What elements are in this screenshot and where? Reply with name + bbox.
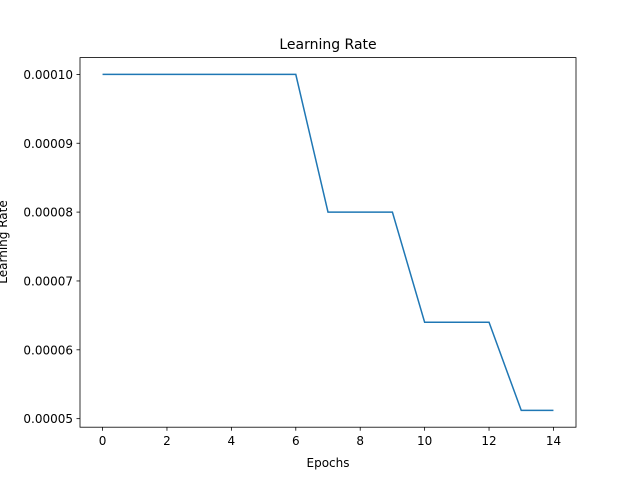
x-tick-label: 0 <box>99 434 107 448</box>
x-tick-label: 10 <box>417 434 432 448</box>
x-axis-label: Epochs <box>307 456 350 470</box>
x-tick-label: 6 <box>292 434 300 448</box>
y-tick-label: 0.00008 <box>23 206 73 220</box>
y-tick-label: 0.00007 <box>23 274 73 288</box>
x-tick-label: 2 <box>163 434 171 448</box>
x-tick-label: 14 <box>546 434 561 448</box>
y-tick-label: 0.00010 <box>23 68 73 82</box>
y-tick-label: 0.00009 <box>23 137 73 151</box>
x-tick-label: 8 <box>356 434 364 448</box>
y-tick-label: 0.00006 <box>23 343 73 357</box>
plot-frame <box>79 57 577 428</box>
line-series <box>102 73 554 412</box>
y-tick-label: 0.00005 <box>23 412 73 426</box>
y-axis-label: Learning Rate <box>0 200 10 283</box>
x-tick-label: 12 <box>481 434 496 448</box>
chart-title: Learning Rate <box>279 37 376 53</box>
x-tick-label: 4 <box>228 434 236 448</box>
